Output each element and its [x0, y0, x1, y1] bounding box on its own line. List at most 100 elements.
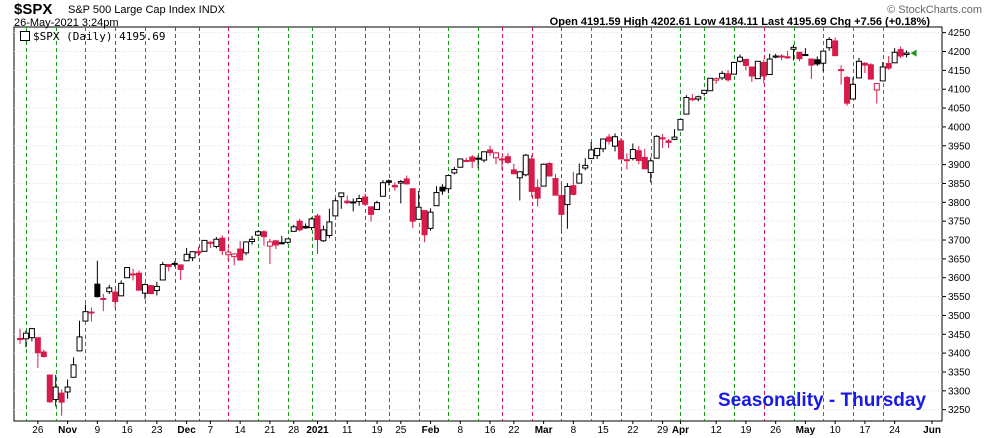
y-tick-label-3450: 3450 — [948, 330, 971, 341]
y-tick-label-3350: 3350 — [948, 367, 971, 378]
candle-body-2021-03-26 — [653, 135, 660, 159]
candle-body-2021-03-02 — [546, 162, 553, 177]
candle-body-2021-02-26 — [534, 187, 541, 199]
candle-body-2021-03-16 — [606, 136, 613, 142]
x-tick-label-17: 17 — [859, 425, 871, 436]
x-tick-label-8: 8 — [458, 425, 464, 436]
candle-body-2021-01-25 — [397, 181, 404, 184]
x-tick-label-21: 21 — [264, 425, 276, 436]
x-tick-label-23: 23 — [151, 425, 163, 436]
legend-candle-icon — [20, 31, 30, 41]
candle-body-2021-04-20 — [748, 66, 755, 77]
candle-body-2021-04-29 — [790, 46, 797, 50]
y-tick-label-3700: 3700 — [948, 236, 971, 247]
candle-body-2021-03-31 — [671, 136, 678, 140]
x-tick-label-Mar: Mar — [535, 425, 553, 436]
candle-body-2021-04-09 — [707, 77, 714, 92]
candle-body-2020-11-11 — [106, 287, 113, 293]
candle-body-2020-12-22 — [272, 240, 279, 246]
brand-logo: © StockCharts.com — [887, 4, 982, 16]
candle-body-2021-05-24 — [891, 51, 898, 64]
candle-body-2020-11-27 — [171, 262, 178, 265]
candle-body-2021-03-23 — [635, 150, 642, 161]
candle-body-2020-12-11 — [231, 253, 238, 258]
x-tick-label-7: 7 — [208, 425, 214, 436]
candle-body-2021-02-18 — [498, 158, 505, 161]
x-tick-label-26: 26 — [32, 425, 44, 436]
candle-body-2021-01-08 — [338, 192, 345, 198]
x-tick-label-29: 29 — [657, 425, 669, 436]
candle-body-2020-11-24 — [159, 264, 166, 281]
candle-body-2021-04-07 — [695, 96, 702, 100]
x-tick-label-8: 8 — [571, 425, 577, 436]
candle-body-2021-02-23 — [516, 171, 523, 179]
candle-body-2021-02-02 — [433, 192, 440, 207]
candle-body-2021-03-24 — [641, 156, 648, 170]
candle-body-2020-12-04 — [201, 239, 208, 252]
y-tick-label-3600: 3600 — [948, 273, 971, 284]
candle-body-2020-12-14 — [237, 248, 244, 261]
x-tick-label-22: 22 — [627, 425, 639, 436]
y-tick-label-4150: 4150 — [948, 66, 971, 77]
symbol-title: $SPX — [14, 1, 53, 18]
candle-body-2021-05-10 — [832, 40, 839, 57]
candle-body-2021-01-11 — [344, 200, 351, 204]
y-tick-label-4000: 4000 — [948, 122, 971, 133]
x-axis: 26 Nov 9 16 23 Dec 7 14 21 28 2021 11 19 25 Feb 8 16 22 Ma… — [32, 421, 941, 436]
candle-body-2020-12-23 — [278, 242, 285, 245]
candle-body-2021-02-16 — [487, 149, 494, 154]
candle-body-2021-04-08 — [701, 89, 708, 94]
candle-body-2021-05-07 — [826, 38, 833, 49]
candle-body-2020-10-21 — [17, 337, 23, 341]
y-tick-label-4200: 4200 — [948, 47, 971, 58]
x-tick-label-25: 25 — [395, 425, 407, 436]
y-tick-label-3850: 3850 — [948, 179, 971, 190]
candle-body-2020-11-06 — [88, 311, 95, 314]
candles — [17, 37, 910, 416]
candle-body-2021-03-04 — [558, 195, 565, 215]
candle-body-2020-11-19 — [141, 284, 148, 294]
candle-body-2021-03-25 — [647, 160, 654, 174]
candle-body-2021-01-27 — [409, 188, 416, 222]
candle-body-2021-02-19 — [504, 156, 511, 163]
candle-body-2021-03-22 — [629, 149, 636, 160]
candle-body-2020-11-12 — [112, 291, 119, 302]
candle-body-2021-04-16 — [736, 56, 743, 62]
candle-body-2021-02-09 — [463, 159, 470, 162]
x-tick-label-15: 15 — [598, 425, 610, 436]
candle-body-2020-12-29 — [296, 220, 303, 231]
candle-body-2020-11-20 — [147, 285, 154, 295]
x-tick-label-14: 14 — [235, 425, 247, 436]
candle-body-2020-11-04 — [76, 336, 83, 352]
candle-body-2020-11-02 — [64, 386, 71, 393]
candle-body-2021-01-04 — [314, 215, 321, 241]
y-tick-label-4100: 4100 — [948, 85, 971, 96]
candle-body-2021-02-08 — [457, 158, 464, 168]
symbol-name: S&P 500 Large Cap Index INDX — [68, 4, 225, 16]
candle-body-2021-03-30 — [665, 140, 672, 143]
x-tick-label-May: May — [796, 425, 816, 436]
candle-body-2021-04-19 — [742, 58, 749, 66]
candle-body-2021-01-07 — [332, 200, 339, 217]
y-tick-label-3650: 3650 — [948, 254, 971, 265]
candle-body-2020-11-05 — [82, 311, 89, 322]
candle-body-2021-01-14 — [362, 196, 369, 205]
candle-body-2020-11-03 — [70, 364, 77, 378]
candle-body-2021-02-24 — [522, 154, 529, 176]
candle-body-2021-03-10 — [582, 164, 589, 169]
y-axis: 3250 3300 3350 3400 3450 3500 3550 3600 3650 3700… — [942, 28, 971, 416]
candle-body-2020-11-30 — [177, 264, 184, 270]
candle-body-2021-02-05 — [451, 169, 458, 174]
candle-body-2021-01-21 — [385, 180, 392, 183]
y-tick-label-3400: 3400 — [948, 349, 971, 360]
candle-body-2020-12-17 — [255, 231, 261, 236]
candle-body-2021-02-17 — [493, 152, 499, 159]
candle-body-2021-01-06 — [326, 221, 333, 236]
y-tick-label-3800: 3800 — [948, 198, 971, 209]
candle-body-2021-05-20 — [879, 66, 886, 82]
candle-body-2020-10-28 — [46, 374, 53, 403]
candle-body-2020-11-09 — [94, 283, 101, 298]
candle-body-2021-03-01 — [540, 163, 547, 187]
candle-body-2020-12-24 — [284, 238, 291, 243]
candle-body-2021-02-25 — [528, 158, 535, 192]
